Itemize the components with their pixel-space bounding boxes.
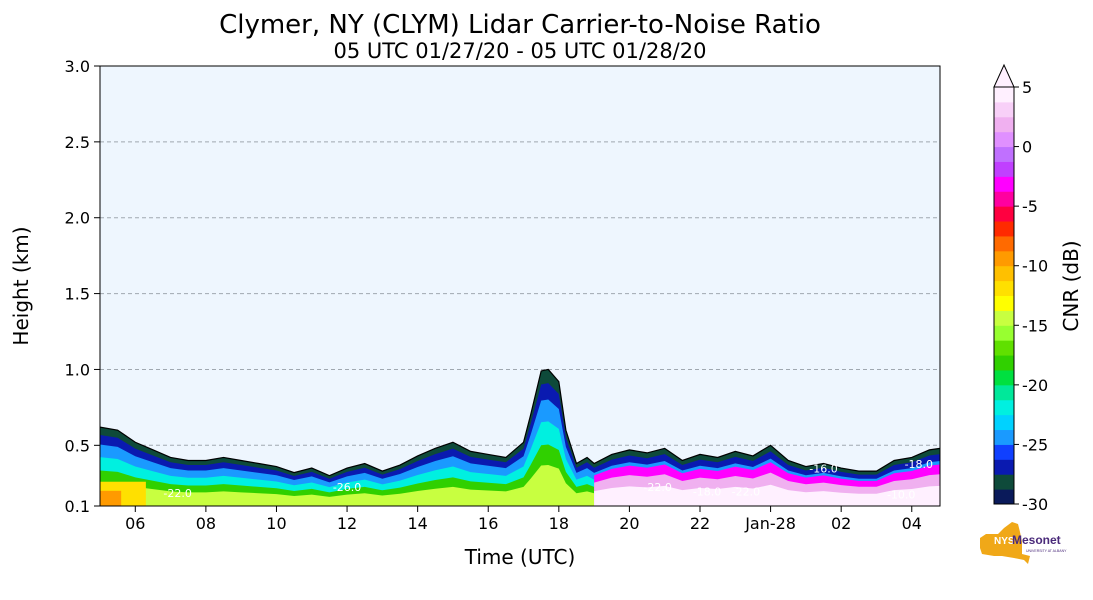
contour-label: -22.0 [163, 487, 191, 500]
colorbar-segment [994, 459, 1014, 475]
x-tick-label: 06 [125, 514, 145, 533]
y-tick-label: 0.5 [65, 436, 90, 455]
x-axis-ticks: 06 08 10 12 14 16 18 20 22 Jan-28 02 04 [125, 506, 922, 533]
colorbar-segment [994, 265, 1014, 282]
y-tick-label: 1.0 [65, 360, 90, 379]
colorbar-segment [994, 310, 1014, 326]
y-tick-label: 2.5 [65, 133, 90, 152]
colorbar-segment [994, 325, 1014, 341]
x-tick-label: 22 [690, 514, 710, 533]
x-tick-label: 12 [337, 514, 357, 533]
colorbar-segment [994, 474, 1014, 490]
x-tick-label: Jan-28 [744, 514, 796, 533]
y-tick-label: 2.0 [65, 209, 90, 228]
colorbar-frame [993, 86, 1015, 505]
colorbar-tick-label: -25 [1022, 435, 1048, 454]
y-axis-ticks: 0.1 0.5 1.0 1.5 2.0 2.5 3.0 [65, 57, 100, 516]
colorbar-tick-label: -20 [1022, 376, 1048, 395]
plot-background [100, 66, 940, 506]
contour-label: -26.0 [333, 481, 361, 494]
colorbar-segment [994, 414, 1014, 431]
colorbar-segment [994, 340, 1014, 356]
colorbar-segment [994, 489, 1014, 505]
contour-label: -10.0 [887, 488, 915, 501]
colorbar-segment [994, 116, 1014, 133]
colorbar-segment [994, 87, 1014, 103]
nys-mesonet-logo: NYS Mesonet UNIVERSITY AT ALBANY [978, 520, 1078, 566]
chart-subtitle: 05 UTC 01/27/20 - 05 UTC 01/28/20 [334, 39, 707, 63]
x-tick-label: 18 [549, 514, 569, 533]
colorbar-segment [994, 146, 1014, 162]
colorbar-segment [994, 295, 1014, 311]
colorbar-segment [994, 355, 1014, 371]
colorbar-label: CNR (dB) [1059, 240, 1083, 331]
colorbar-tick-label: -10 [1022, 257, 1048, 276]
colorbar-segment [994, 131, 1014, 148]
x-tick-label: 20 [619, 514, 639, 533]
colorbar-extend-arrow [993, 63, 1015, 88]
colorbar-tick-label: -15 [1022, 316, 1048, 335]
colorbar-tick-label: -5 [1022, 197, 1038, 216]
x-tick-label: 04 [902, 514, 922, 533]
logo-sub: UNIVERSITY AT ALBANY [1026, 549, 1067, 553]
chart-title: Clymer, NY (CLYM) Lidar Carrier-to-Noise… [219, 10, 821, 40]
colorbar-segment [994, 101, 1014, 118]
logo-graphic: NYS Mesonet UNIVERSITY AT ALBANY [980, 522, 1067, 564]
contour-label: -18.0 [905, 458, 933, 471]
colorbar-tick-label: -30 [1022, 495, 1048, 514]
y-tick-label: 3.0 [65, 57, 90, 76]
x-axis-label: Time (UTC) [464, 545, 576, 569]
contour-label: -22.0 [643, 481, 671, 494]
y-tick-label: 1.5 [65, 285, 90, 304]
colorbar-tick-label: 5 [1022, 78, 1032, 97]
colorbar-segment [994, 161, 1014, 177]
contour-labels: -22.0 -26.0 -22.0 -18.0 -22.0 -16.0 -10.0 -18.0 [163, 458, 933, 501]
colorbar-segment [994, 191, 1014, 207]
cnr-contour-line [100, 368, 940, 477]
y-axis-label: Height (km) [9, 226, 33, 345]
cnr-band-warm [100, 490, 122, 506]
x-tick-label: 02 [831, 514, 851, 533]
colorbar-segment [994, 280, 1014, 296]
colorbar-segment [994, 384, 1014, 401]
colorbar-tick-label: 0 [1022, 138, 1032, 157]
colorbar-segment [994, 399, 1014, 416]
y-tick-label: 0.1 [65, 497, 90, 516]
x-tick-label: 10 [266, 514, 286, 533]
colorbar-segment [994, 250, 1014, 267]
plot-frame [99, 65, 941, 507]
contour-label: -18.0 [693, 485, 721, 498]
colorbar-segment [994, 429, 1014, 445]
x-tick-label: 16 [478, 514, 498, 533]
colorbar-segment [994, 369, 1014, 386]
colorbar-segment [994, 221, 1014, 237]
colorbar: 5 0 -5 -10 -15 -20 -25 -30 [993, 63, 1048, 514]
x-tick-label: 08 [196, 514, 216, 533]
cnr-field [100, 368, 940, 506]
gridlines [100, 141, 940, 446]
colorbar-segment [994, 444, 1014, 460]
colorbar-segment [994, 176, 1014, 192]
logo-prefix: NYS [994, 536, 1015, 547]
contour-label: -22.0 [732, 485, 760, 498]
contour-label: -16.0 [809, 463, 837, 476]
x-tick-label: 14 [407, 514, 427, 533]
logo-main: Mesonet [1012, 533, 1061, 547]
cnr-band-white [594, 484, 940, 506]
colorbar-segment [994, 235, 1014, 252]
colorbar-segment [994, 206, 1014, 222]
